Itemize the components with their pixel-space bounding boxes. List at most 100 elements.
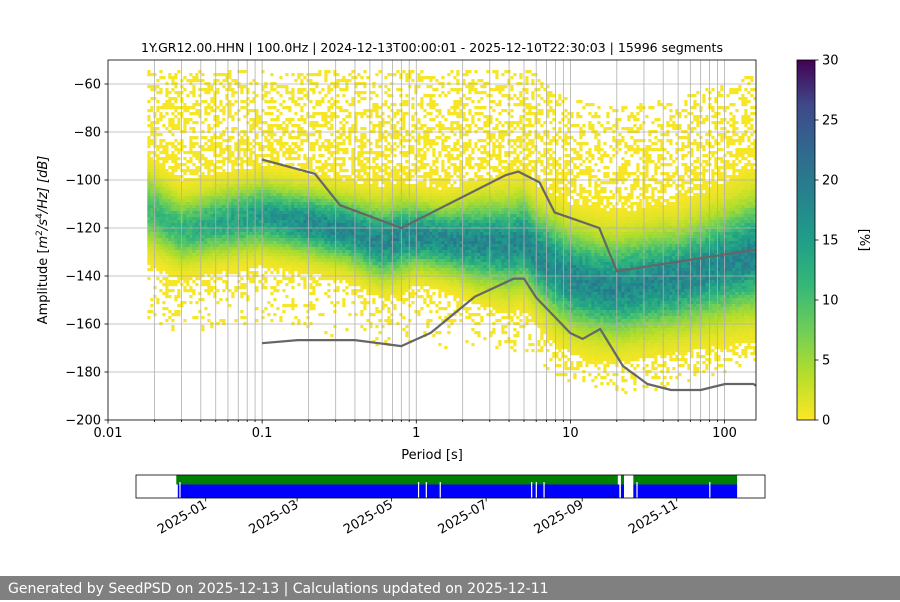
heatmap-cell bbox=[153, 295, 157, 299]
heatmap-cell bbox=[276, 280, 280, 284]
heatmap-cell bbox=[405, 154, 409, 158]
heatmap-cell bbox=[213, 118, 217, 122]
heatmap-cell bbox=[402, 289, 406, 293]
heatmap-cell bbox=[213, 250, 217, 254]
heatmap-cell bbox=[168, 208, 172, 212]
heatmap-cell bbox=[318, 202, 322, 206]
heatmap-cell bbox=[324, 253, 328, 257]
heatmap-cell bbox=[291, 199, 295, 203]
heatmap-cell bbox=[225, 256, 229, 260]
heatmap-cell bbox=[321, 250, 325, 254]
heatmap-cell bbox=[330, 235, 334, 239]
heatmap-cell bbox=[279, 148, 283, 152]
heatmap-cell bbox=[351, 250, 355, 254]
heatmap-cell bbox=[228, 103, 232, 107]
heatmap-cell bbox=[237, 154, 241, 158]
heatmap-cell bbox=[408, 184, 412, 188]
heatmap-cell bbox=[204, 220, 208, 224]
heatmap-cell bbox=[207, 163, 211, 167]
heatmap-cell bbox=[279, 280, 283, 284]
heatmap-cell bbox=[321, 88, 325, 92]
heatmap-cell bbox=[303, 232, 307, 236]
heatmap-cell bbox=[405, 250, 409, 254]
heatmap-cell bbox=[297, 214, 301, 218]
heatmap-cell bbox=[393, 205, 397, 209]
heatmap-cell bbox=[243, 232, 247, 236]
heatmap-cell bbox=[369, 109, 373, 113]
heatmap-cell bbox=[165, 253, 169, 257]
heatmap-cell bbox=[360, 187, 364, 191]
heatmap-cell bbox=[168, 118, 172, 122]
heatmap-cell bbox=[399, 214, 403, 218]
heatmap-cell bbox=[177, 271, 181, 275]
heatmap-cell bbox=[153, 199, 157, 203]
heatmap-cell bbox=[333, 217, 337, 221]
heatmap-cell bbox=[234, 175, 238, 179]
heatmap-cell bbox=[270, 202, 274, 206]
heatmap-cell bbox=[183, 280, 187, 284]
heatmap-cell bbox=[366, 115, 370, 119]
heatmap-cell bbox=[417, 85, 421, 89]
heatmap-cell bbox=[147, 199, 151, 203]
heatmap-cell bbox=[339, 136, 343, 140]
heatmap-cell bbox=[315, 190, 319, 194]
heatmap-cell bbox=[186, 121, 190, 125]
heatmap-cell bbox=[246, 109, 250, 113]
heatmap-cell bbox=[420, 154, 424, 158]
heatmap-cell bbox=[384, 286, 388, 290]
heatmap-cell bbox=[330, 133, 334, 137]
heatmap-cell bbox=[216, 277, 220, 281]
heatmap-cell bbox=[198, 229, 202, 233]
heatmap-cell bbox=[360, 244, 364, 248]
heatmap-cell bbox=[294, 145, 298, 149]
heatmap-cell bbox=[366, 190, 370, 194]
heatmap-cell bbox=[417, 232, 421, 236]
heatmap-cell bbox=[258, 256, 262, 260]
heatmap-cell bbox=[270, 238, 274, 242]
heatmap-cell bbox=[183, 202, 187, 206]
heatmap-cell bbox=[165, 307, 169, 311]
heatmap-cell bbox=[213, 295, 217, 299]
heatmap-cell bbox=[285, 169, 289, 173]
heatmap-cell bbox=[249, 172, 253, 176]
heatmap-cell bbox=[342, 298, 346, 302]
heatmap-cell bbox=[291, 232, 295, 236]
heatmap-cell bbox=[321, 268, 325, 272]
heatmap-cell bbox=[261, 166, 265, 170]
heatmap-cell bbox=[336, 157, 340, 161]
heatmap-cell bbox=[405, 184, 409, 188]
heatmap-cell bbox=[198, 217, 202, 221]
heatmap-cell bbox=[330, 127, 334, 131]
heatmap-cell bbox=[306, 217, 310, 221]
heatmap-cell bbox=[291, 304, 295, 308]
heatmap-cell bbox=[165, 268, 169, 272]
heatmap-cell bbox=[159, 211, 163, 215]
heatmap-cell bbox=[246, 265, 250, 269]
heatmap-cell bbox=[174, 238, 178, 242]
heatmap-cell bbox=[228, 148, 232, 152]
heatmap-cell bbox=[174, 280, 178, 284]
heatmap-cell bbox=[387, 289, 391, 293]
heatmap-cell bbox=[393, 103, 397, 107]
heatmap-cell bbox=[312, 175, 316, 179]
heatmap-cell bbox=[351, 187, 355, 191]
heatmap-cell bbox=[411, 280, 415, 284]
heatmap-cell bbox=[345, 292, 349, 296]
heatmap-cell bbox=[333, 289, 337, 293]
heatmap-cell bbox=[375, 208, 379, 212]
heatmap-cell bbox=[357, 193, 361, 197]
heatmap-cell bbox=[195, 187, 199, 191]
heatmap-cell bbox=[417, 271, 421, 275]
heatmap-cell bbox=[345, 223, 349, 227]
heatmap-cell bbox=[324, 139, 328, 143]
heatmap-cell bbox=[345, 202, 349, 206]
heatmap-cell bbox=[291, 118, 295, 122]
heatmap-cell bbox=[147, 277, 151, 281]
heatmap-cell bbox=[201, 79, 205, 83]
heatmap-cell bbox=[279, 265, 283, 269]
heatmap-cell bbox=[150, 247, 154, 251]
heatmap-cell bbox=[363, 181, 367, 185]
heatmap-cell bbox=[210, 187, 214, 191]
heatmap-cell bbox=[192, 184, 196, 188]
heatmap-cell bbox=[147, 247, 151, 251]
